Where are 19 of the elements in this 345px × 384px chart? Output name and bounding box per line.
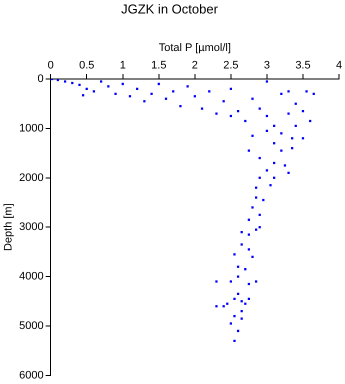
x-tick-label: 3: [264, 59, 270, 72]
y-tick-label: 6000: [19, 369, 44, 382]
x-axis-title: Total P [µmol/l]: [158, 42, 231, 54]
y-tick-label: 1000: [19, 122, 44, 134]
x-tick-label: 0: [48, 59, 54, 72]
y-tick-label: 4000: [19, 270, 44, 283]
y-tick-label: 2000: [19, 172, 44, 184]
y-tick-label: 3000: [19, 221, 44, 234]
x-tick-label: 1.5: [151, 59, 166, 72]
x-tick-label: 1: [120, 59, 126, 72]
x-tick-label: 3.5: [295, 59, 311, 72]
y-axis-title: Depth [m]: [2, 203, 15, 252]
x-tick-label: 0.5: [79, 59, 94, 72]
x-tick-label: 4: [336, 59, 342, 72]
chart-title: JGZK in October: [121, 1, 219, 16]
x-tick-label: 2.5: [223, 59, 239, 72]
y-tick-label: 0: [38, 73, 44, 86]
x-tick-label: 2: [192, 59, 198, 72]
y-tick-label: 5000: [19, 320, 44, 332]
